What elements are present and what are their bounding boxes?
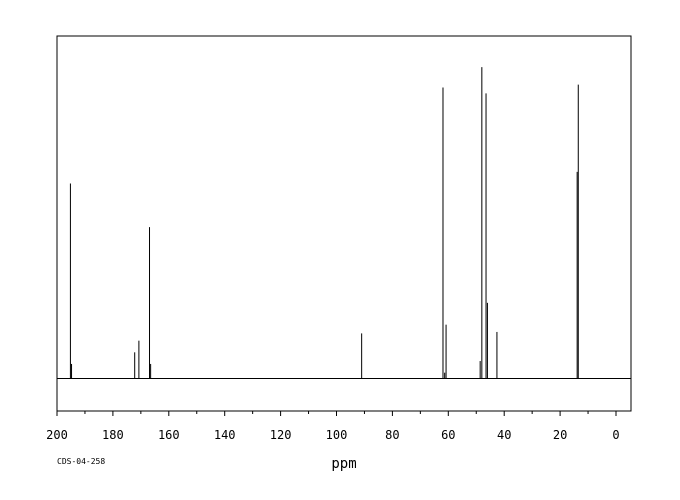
x-tick-label-120: 120 bbox=[270, 428, 292, 442]
x-axis: 200 180 160 140 120 100 80 60 40 20 0 bbox=[46, 411, 620, 442]
x-tick-label-0: 0 bbox=[612, 428, 619, 442]
x-tick-label-100: 100 bbox=[326, 428, 348, 442]
x-tick-label-80: 80 bbox=[385, 428, 399, 442]
plot-frame bbox=[56, 35, 632, 412]
x-tick-label-20: 20 bbox=[553, 428, 567, 442]
x-tick-label-40: 40 bbox=[497, 428, 511, 442]
x-tick-label-60: 60 bbox=[441, 428, 455, 442]
x-tick-label-140: 140 bbox=[214, 428, 236, 442]
spectrum-code-label: CDS-04-258 bbox=[57, 457, 105, 466]
x-axis-title: ppm bbox=[331, 456, 356, 472]
x-tick-label-180: 180 bbox=[102, 428, 124, 442]
x-tick-label-160: 160 bbox=[158, 428, 180, 442]
x-tick-label-200: 200 bbox=[46, 428, 68, 442]
peak-group bbox=[69, 67, 579, 379]
